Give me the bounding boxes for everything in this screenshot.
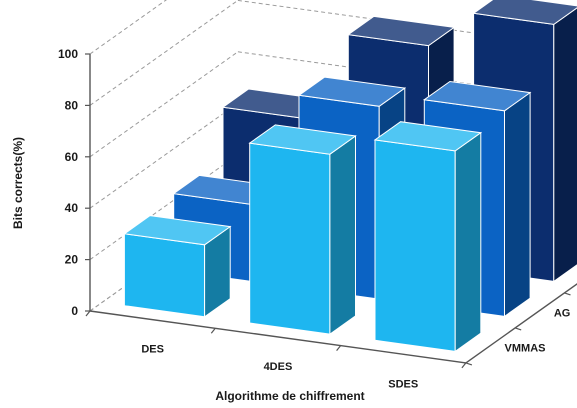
bar-top	[422, 80, 532, 112]
depth-tick-mark	[515, 327, 522, 331]
y-tick-label: 80	[65, 98, 79, 112]
bar-side	[454, 131, 482, 353]
bar-front	[249, 142, 331, 335]
bar-front	[374, 139, 456, 352]
x-axis-line	[89, 310, 466, 364]
depth-axis-line	[465, 283, 577, 364]
bar	[373, 121, 483, 353]
bar-top	[373, 121, 483, 152]
bar-top	[346, 15, 456, 47]
gridline-side	[89, 102, 239, 209]
x-tick-mark	[336, 345, 342, 351]
x-tick-label: 4DES	[264, 361, 293, 373]
depth-tick-mark	[564, 292, 571, 296]
gridline-side	[89, 0, 239, 106]
bar-side	[553, 7, 577, 283]
chart-bars	[123, 0, 577, 353]
y-tick-label: 60	[65, 150, 79, 164]
y-axis-label: Bits corrects(%)	[11, 137, 25, 229]
gridline-side	[89, 154, 239, 261]
x-tick-label: DES	[141, 344, 164, 356]
bar-top	[472, 0, 577, 25]
x-tick-mark	[461, 362, 467, 369]
y-tick-label: 20	[65, 253, 79, 267]
floor-edge	[89, 205, 239, 312]
x-tick-label: SDES	[388, 378, 418, 390]
bar-top	[248, 124, 357, 155]
bar-front	[123, 233, 206, 318]
y-tick-label: 40	[65, 201, 79, 215]
x-tick-mark	[85, 310, 91, 317]
depth-tick-label: VMMAS	[505, 342, 546, 354]
bar-top	[297, 76, 407, 107]
bar-side	[504, 91, 531, 318]
depth-tick-mark	[465, 362, 473, 366]
y-tick-label: 0	[71, 304, 78, 318]
x-axis-label: Algorithme de chiffrement	[215, 389, 364, 403]
x-tick-mark	[210, 327, 216, 334]
bar-side	[329, 135, 356, 336]
y-tick-label: 100	[58, 47, 78, 61]
gridline-side	[89, 51, 239, 158]
bar-top	[123, 215, 232, 246]
bar	[248, 124, 357, 336]
chart-labels: Bits corrects(%) Algorithme de chiffreme…	[11, 47, 571, 403]
depth-tick-label: AG	[554, 307, 571, 319]
gridline-side	[89, 0, 167, 55]
bar	[123, 215, 232, 318]
